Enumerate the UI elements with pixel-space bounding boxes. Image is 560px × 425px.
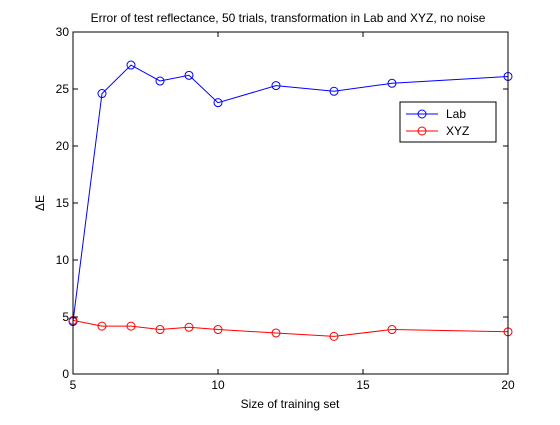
x-tick-label: 10	[211, 378, 225, 392]
data-point-xyz	[329, 331, 339, 341]
legend-box	[399, 101, 497, 143]
data-point-xyz	[97, 321, 107, 331]
axis-ticks	[72, 31, 509, 375]
data-point-xyz	[387, 325, 397, 335]
series-line-xyz	[72, 319, 509, 337]
legend: Lab XYZ	[399, 101, 497, 143]
data-point-xyz	[155, 325, 165, 335]
data-point-lab	[213, 98, 223, 108]
legend-marker-xyz	[417, 126, 427, 136]
y-tick-label: 0	[62, 367, 69, 381]
y-tick-label: 25	[56, 82, 70, 96]
data-point-lab	[387, 78, 397, 88]
x-tick-label: 15	[356, 378, 370, 392]
data-point-lab	[329, 86, 339, 96]
data-point-xyz	[271, 328, 281, 338]
y-tick-label: 5	[62, 310, 69, 324]
data-point-lab	[155, 76, 165, 86]
y-tick-label: 15	[56, 196, 70, 210]
legend-label-lab: Lab	[446, 107, 466, 121]
series-line-lab	[72, 64, 509, 322]
data-point-lab	[184, 70, 194, 80]
data-point-xyz	[184, 322, 194, 332]
y-tick-label: 30	[56, 25, 70, 39]
chart-title: Error of test reflectance, 50 trials, tr…	[91, 11, 486, 25]
legend-marker-lab	[417, 109, 427, 119]
data-point-xyz	[126, 321, 136, 331]
x-axis-label: Size of training set	[241, 397, 340, 411]
plot-area	[73, 32, 508, 374]
data-point-lab	[126, 60, 136, 70]
y-tick-label: 20	[56, 139, 70, 153]
data-point-lab	[97, 89, 107, 99]
y-axis-label: ΔE	[33, 195, 47, 211]
data-point-lab	[271, 81, 281, 91]
x-tick-label: 20	[501, 378, 515, 392]
x-tick-label: 5	[70, 378, 77, 392]
series-lines	[72, 64, 509, 337]
y-tick-label: 10	[56, 253, 70, 267]
legend-label-xyz: XYZ	[446, 124, 469, 138]
data-point-xyz	[213, 325, 223, 335]
series-markers	[68, 60, 513, 341]
